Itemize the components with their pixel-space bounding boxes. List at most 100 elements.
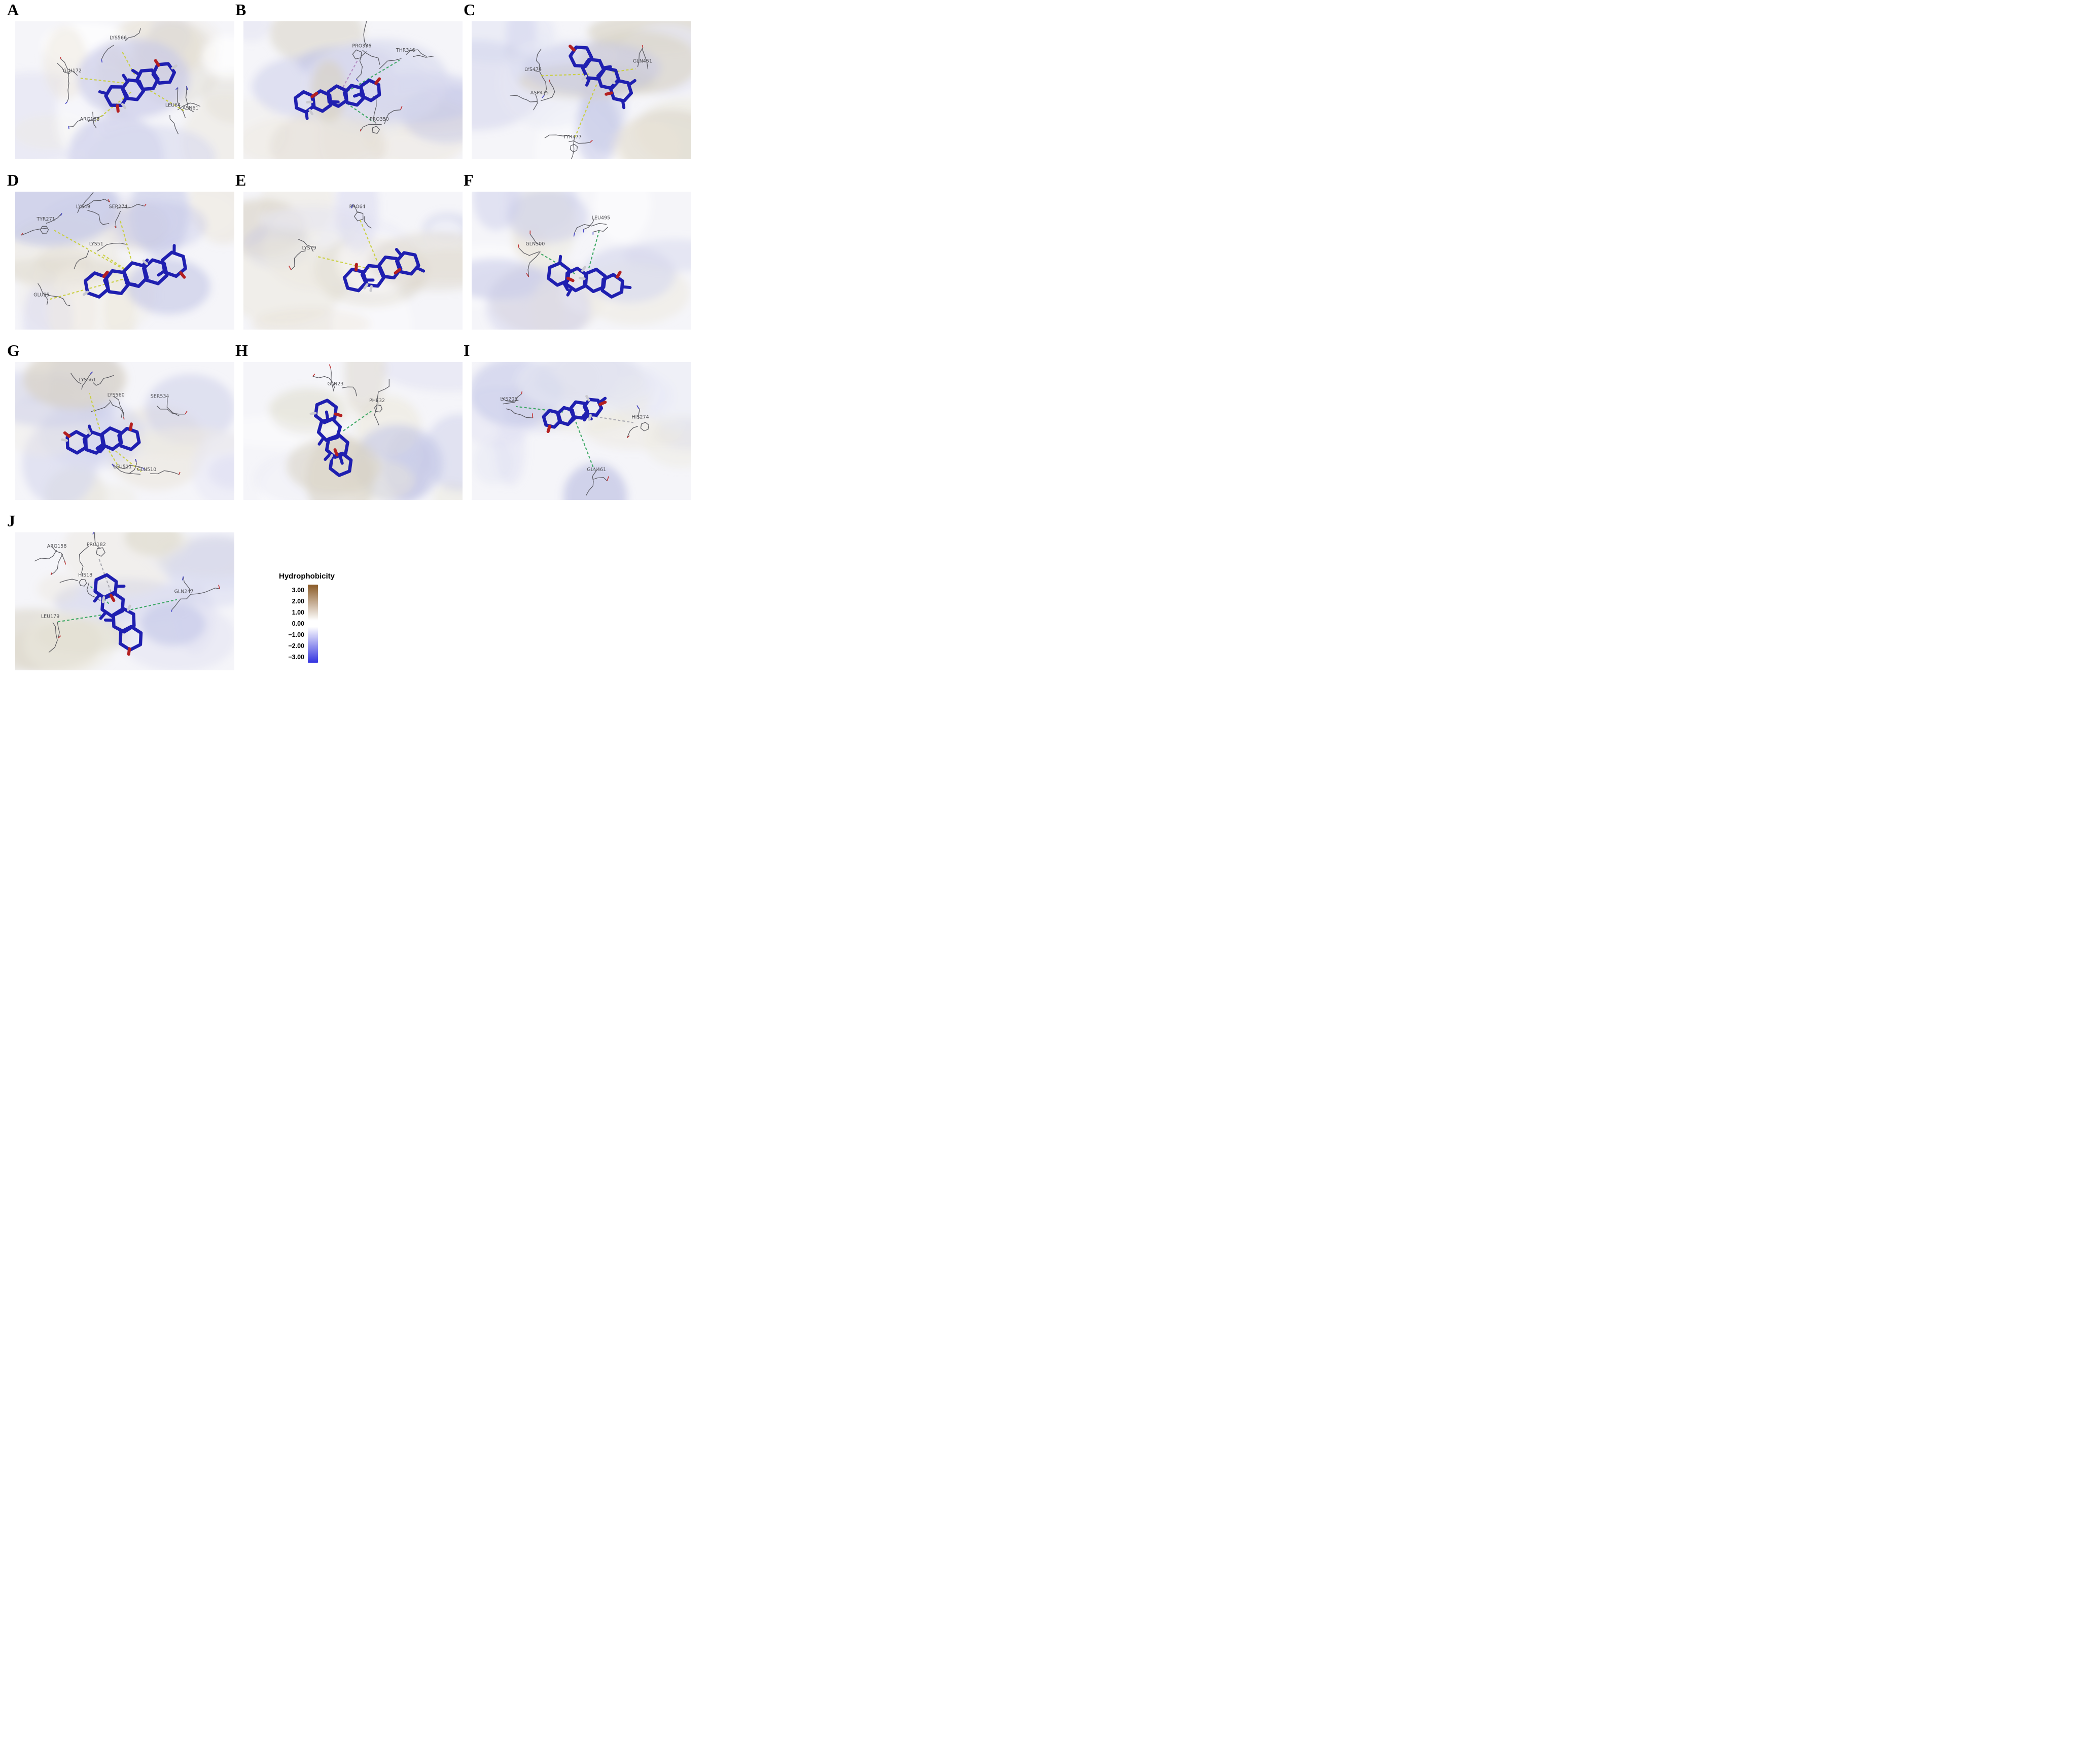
- residue-label: LYS51: [89, 241, 103, 247]
- green-dashed-bond: [575, 421, 595, 470]
- molecular-scene: LYS474 ASP475 TYR477 GLN451: [472, 21, 691, 159]
- panel-letter: H: [235, 341, 248, 359]
- panel-letter: J: [7, 512, 15, 530]
- residue-sticks: [312, 364, 389, 425]
- panel-viewport: GLN23 PHE32: [243, 362, 463, 500]
- panel-cell: D LYS49 SER274 TYR271 LYS51 GLU55: [7, 171, 234, 330]
- legend-tick: −1.00: [288, 631, 304, 638]
- panel-letter: E: [235, 171, 246, 189]
- panel-cell: A LYS566 GLU172 ARG168 LEU64 ASN61: [7, 1, 234, 159]
- residue-label: LEU179: [41, 614, 59, 620]
- residue-labels: PRO64 LYS79: [302, 204, 366, 251]
- residue-label: PRO64: [349, 204, 366, 210]
- legend-tick: 1.00: [292, 609, 304, 616]
- ligand-molecule: [542, 394, 607, 434]
- panel-letter: F: [464, 171, 474, 189]
- gray-dashed-bond: [98, 558, 115, 601]
- panel-cell: E PRO64 LYS79: [235, 171, 463, 330]
- residue-label: LEU495: [592, 215, 610, 221]
- yellow-dashed-bond: [315, 256, 370, 270]
- ligand-molecule: [98, 59, 178, 113]
- panel-cell: H GLN23 PHE32: [235, 341, 463, 500]
- molecular-scene: PRO336 THR346 PRO350: [243, 21, 463, 159]
- residue-label: LYS79: [302, 245, 316, 251]
- panel-cell: C LYS474 ASP475 TYR477 GLN451: [464, 1, 691, 159]
- residue-sticks: [352, 21, 434, 134]
- ligand-molecule: [82, 244, 187, 299]
- panel-letter: G: [7, 341, 20, 359]
- residue-label: SER534: [151, 394, 169, 400]
- legend-tick: 2.00: [292, 598, 304, 605]
- molecular-scene: LEU495 GLN500: [472, 192, 691, 330]
- residue-sticks: [288, 204, 372, 270]
- residue-label: HIS18: [78, 572, 92, 578]
- residue-label: TYR271: [36, 217, 55, 222]
- residue-sticks: [57, 28, 201, 134]
- residue-label: LYS560: [108, 392, 125, 398]
- yellow-dashed-bond: [612, 68, 636, 73]
- panel-viewport: LYS206 HIS274 GLN461: [472, 362, 691, 500]
- residue-label: LEU64: [165, 103, 181, 109]
- residue-labels: ARG158 PRO182 HIS18 GLN247 LEU179: [41, 542, 194, 619]
- residue-sticks: [21, 192, 147, 306]
- panel-cell: B PRO336 THR346 PRO350: [235, 1, 463, 159]
- panel-cell: J ARG158 PRO182 HIS18 GLN247 LEU179: [7, 512, 234, 670]
- residue-label: GLN23: [327, 381, 343, 387]
- residue-label: GLN461: [587, 467, 606, 473]
- interaction-bonds: [540, 68, 636, 137]
- green-dashed-bond: [130, 599, 178, 610]
- yellow-dashed-bond: [540, 74, 589, 77]
- green-dashed-bond: [57, 614, 106, 623]
- residue-label: SER274: [109, 204, 128, 210]
- legend-title: Hydrophobicity: [279, 572, 335, 581]
- residue-label: ARG158: [47, 544, 67, 549]
- interaction-bonds: [315, 220, 377, 270]
- yellow-dashed-bond: [108, 450, 120, 468]
- residue-label: ARG168: [80, 117, 100, 122]
- interaction-bonds: [89, 393, 141, 472]
- molecular-scene: ARG158 PRO182 HIS18 GLN247 LEU179: [15, 532, 234, 670]
- surface-layer: [472, 192, 691, 330]
- residue-labels: LYS474 ASP475 TYR477 GLN451: [524, 59, 652, 140]
- residue-labels: PRO336 THR346 PRO350: [352, 44, 415, 122]
- surface-layer: [15, 532, 234, 670]
- yellow-dashed-bond: [52, 228, 125, 270]
- green-dashed-bond: [343, 411, 372, 431]
- panel-viewport: LEU495 GLN500: [472, 192, 691, 330]
- yellow-dashed-bond: [79, 78, 129, 84]
- residue-label: GLU172: [63, 68, 82, 74]
- residue-label: LYS474: [524, 67, 542, 73]
- hydrophobicity-legend: Hydrophobicity 3.00 2.00 1.00 0.00 −1.00…: [279, 572, 335, 663]
- panel-cell: I LYS206 HIS274 GLN461: [464, 341, 691, 500]
- residue-label: GLN247: [174, 589, 194, 595]
- interaction-bonds: [57, 558, 178, 623]
- panel-viewport: ARG158 PRO182 HIS18 GLN247 LEU179: [15, 532, 234, 670]
- ligand-molecule: [569, 45, 636, 110]
- residue-label: PRO182: [87, 542, 106, 548]
- residue-label: LYS566: [110, 35, 127, 41]
- residue-label: PHE32: [369, 398, 385, 404]
- yellow-dashed-bond: [89, 393, 100, 430]
- purple-dashed-bond: [342, 58, 359, 88]
- panel-letter: I: [464, 341, 470, 359]
- residue-label: LYS49: [76, 204, 90, 210]
- molecular-scene: LYS561 LYS560 SER534 LEU511 GLN510: [15, 362, 234, 500]
- residue-labels: LYS49 SER274 TYR271 LYS51 GLU55: [33, 204, 127, 298]
- green-dashed-bond: [516, 406, 563, 413]
- residue-label: ASN61: [183, 105, 199, 111]
- residue-label: GLN510: [137, 467, 156, 473]
- residue-labels: LYS206 HIS274 GLN461: [500, 397, 649, 473]
- residue-label: PRO336: [352, 44, 371, 49]
- yellow-dashed-bond: [150, 90, 185, 112]
- yellow-dashed-bond: [112, 447, 141, 472]
- panel-viewport: LYS49 SER274 TYR271 LYS51 GLU55: [15, 192, 234, 330]
- residue-labels: LEU495 GLN500: [525, 215, 610, 247]
- panel-letter: C: [464, 1, 476, 19]
- residue-label: THR346: [396, 48, 415, 53]
- molecular-scene: LYS206 HIS274 GLN461: [472, 362, 691, 500]
- figure-page: A LYS566 GLU172 ARG168 LEU64 ASN61 B PRO336 T…: [0, 0, 697, 685]
- legend-body: 3.00 2.00 1.00 0.00 −1.00 −2.00 −3.00: [279, 585, 335, 663]
- residue-sticks: [510, 45, 649, 159]
- green-dashed-bond: [346, 103, 374, 122]
- residue-label: LYS561: [79, 377, 96, 383]
